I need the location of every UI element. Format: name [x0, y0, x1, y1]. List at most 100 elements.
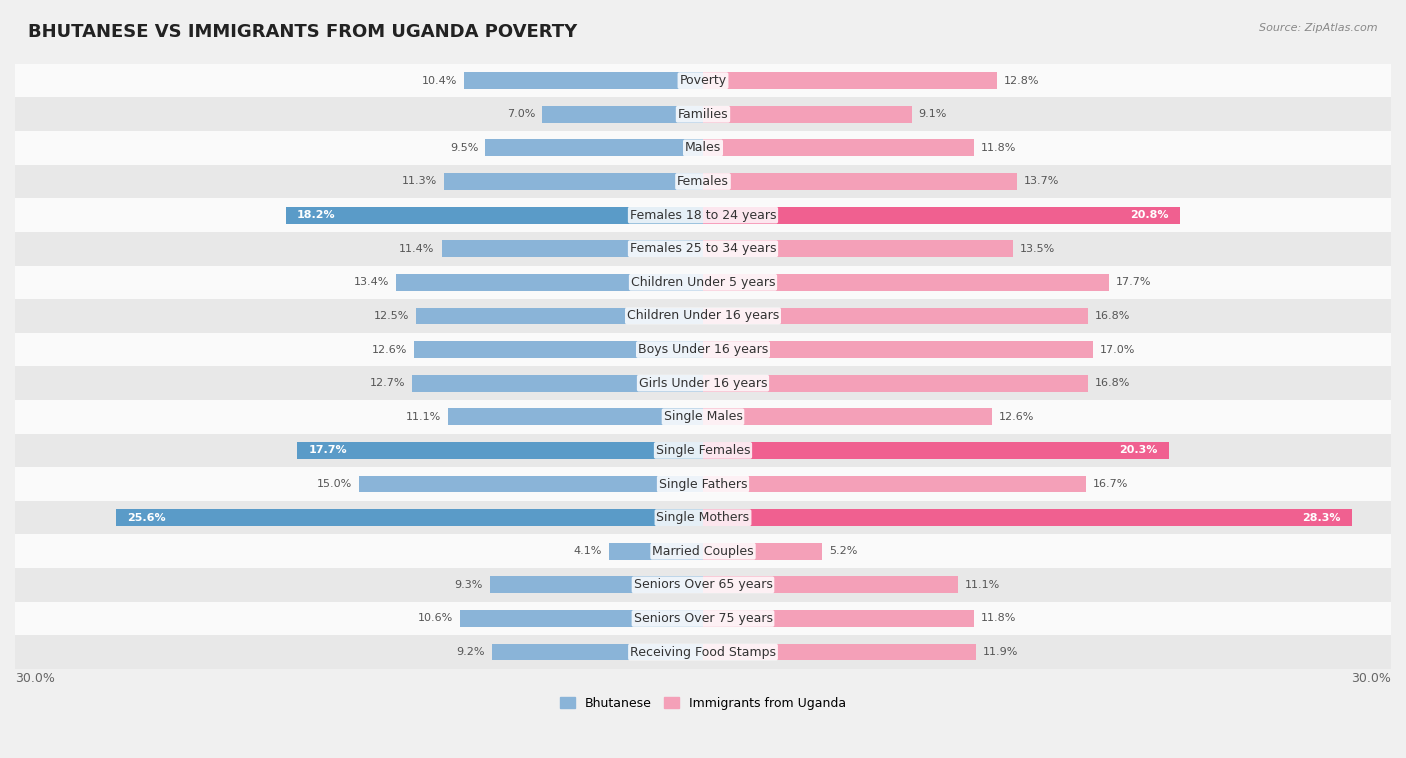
Bar	[412, 374, 703, 392]
Text: 11.3%: 11.3%	[402, 177, 437, 186]
Text: 12.6%: 12.6%	[371, 345, 408, 355]
Text: 9.2%: 9.2%	[457, 647, 485, 657]
Bar	[703, 644, 976, 660]
Bar	[15, 265, 1391, 299]
Text: 12.6%: 12.6%	[998, 412, 1035, 421]
Bar	[15, 232, 1391, 265]
Bar	[297, 442, 703, 459]
Bar	[703, 610, 973, 627]
Bar	[15, 131, 1391, 164]
Text: Seniors Over 65 years: Seniors Over 65 years	[634, 578, 772, 591]
Text: 4.1%: 4.1%	[574, 547, 602, 556]
Bar	[703, 442, 1168, 459]
Bar	[609, 543, 703, 559]
Text: 11.8%: 11.8%	[980, 613, 1017, 624]
Bar	[703, 106, 911, 123]
Bar	[489, 576, 703, 594]
Bar	[703, 207, 1180, 224]
Text: 16.7%: 16.7%	[1092, 479, 1128, 489]
Text: 17.7%: 17.7%	[1116, 277, 1152, 287]
Bar	[703, 341, 1092, 358]
Text: 18.2%: 18.2%	[297, 210, 336, 220]
Bar	[15, 299, 1391, 333]
Bar	[416, 308, 703, 324]
Bar	[15, 635, 1391, 669]
Bar	[441, 240, 703, 257]
Text: 13.4%: 13.4%	[353, 277, 389, 287]
Text: Single Males: Single Males	[664, 410, 742, 423]
Text: Source: ZipAtlas.com: Source: ZipAtlas.com	[1260, 23, 1378, 33]
Bar	[15, 164, 1391, 199]
Text: 11.9%: 11.9%	[983, 647, 1018, 657]
Text: 16.8%: 16.8%	[1095, 378, 1130, 388]
Bar	[15, 467, 1391, 501]
Bar	[285, 207, 703, 224]
Text: 15.0%: 15.0%	[316, 479, 352, 489]
Bar	[15, 568, 1391, 602]
Bar	[395, 274, 703, 291]
Text: 12.5%: 12.5%	[374, 311, 409, 321]
Text: Males: Males	[685, 142, 721, 155]
Bar	[703, 374, 1088, 392]
Text: 17.7%: 17.7%	[308, 446, 347, 456]
Text: 11.1%: 11.1%	[965, 580, 1000, 590]
Text: 12.7%: 12.7%	[370, 378, 405, 388]
Bar	[703, 475, 1085, 493]
Text: 11.1%: 11.1%	[406, 412, 441, 421]
Text: 10.6%: 10.6%	[418, 613, 453, 624]
Text: Poverty: Poverty	[679, 74, 727, 87]
Text: Seniors Over 75 years: Seniors Over 75 years	[634, 612, 772, 625]
Text: Single Females: Single Females	[655, 444, 751, 457]
Bar	[15, 400, 1391, 434]
Text: Children Under 16 years: Children Under 16 years	[627, 309, 779, 322]
Text: Females: Females	[678, 175, 728, 188]
Text: 20.3%: 20.3%	[1119, 446, 1157, 456]
Bar	[359, 475, 703, 493]
Bar	[15, 98, 1391, 131]
Text: 5.2%: 5.2%	[830, 547, 858, 556]
Text: Families: Families	[678, 108, 728, 121]
Text: Boys Under 16 years: Boys Under 16 years	[638, 343, 768, 356]
Bar	[15, 501, 1391, 534]
Bar	[703, 139, 973, 156]
Text: Single Fathers: Single Fathers	[659, 478, 747, 490]
Bar	[15, 333, 1391, 366]
Bar	[485, 139, 703, 156]
Text: Single Mothers: Single Mothers	[657, 511, 749, 524]
Bar	[703, 509, 1353, 526]
Text: 16.8%: 16.8%	[1095, 311, 1130, 321]
Text: BHUTANESE VS IMMIGRANTS FROM UGANDA POVERTY: BHUTANESE VS IMMIGRANTS FROM UGANDA POVE…	[28, 23, 578, 41]
Bar	[543, 106, 703, 123]
Bar	[703, 173, 1017, 190]
Bar	[15, 366, 1391, 400]
Text: Married Couples: Married Couples	[652, 545, 754, 558]
Bar	[15, 64, 1391, 98]
Text: 9.3%: 9.3%	[454, 580, 482, 590]
Bar	[464, 72, 703, 89]
Text: Females 18 to 24 years: Females 18 to 24 years	[630, 208, 776, 221]
Text: 28.3%: 28.3%	[1302, 512, 1340, 522]
Bar	[703, 72, 997, 89]
Bar	[703, 543, 823, 559]
Text: Females 25 to 34 years: Females 25 to 34 years	[630, 243, 776, 255]
Bar	[703, 308, 1088, 324]
Bar	[444, 173, 703, 190]
Bar	[703, 240, 1012, 257]
Bar	[703, 576, 957, 594]
Bar	[15, 199, 1391, 232]
Text: 10.4%: 10.4%	[422, 76, 457, 86]
Bar	[703, 274, 1109, 291]
Text: Girls Under 16 years: Girls Under 16 years	[638, 377, 768, 390]
Bar	[492, 644, 703, 660]
Text: 9.1%: 9.1%	[918, 109, 948, 119]
Bar	[449, 409, 703, 425]
Bar	[115, 509, 703, 526]
Text: 9.5%: 9.5%	[450, 143, 478, 153]
Text: 13.7%: 13.7%	[1024, 177, 1060, 186]
Bar	[460, 610, 703, 627]
Text: 30.0%: 30.0%	[15, 672, 55, 684]
Text: 20.8%: 20.8%	[1130, 210, 1168, 220]
Bar	[15, 434, 1391, 467]
Text: 13.5%: 13.5%	[1019, 244, 1054, 254]
Bar	[703, 409, 993, 425]
